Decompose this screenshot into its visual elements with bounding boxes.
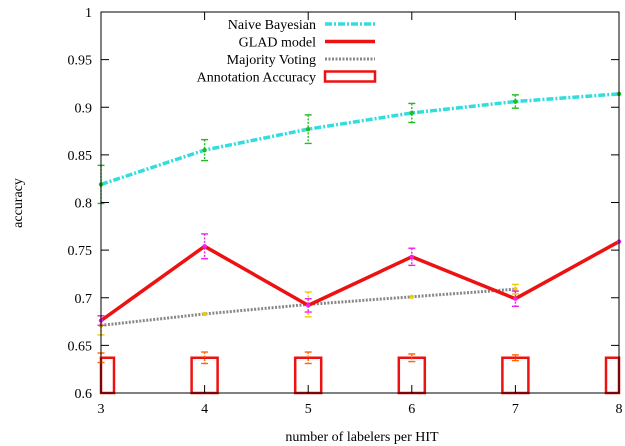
data-point: [513, 286, 518, 292]
x-tick-label: 6: [408, 402, 415, 417]
y-tick-label: 0.65: [68, 339, 93, 354]
series-line: [99, 240, 620, 323]
series-line: [100, 92, 620, 187]
data-point: [409, 294, 414, 299]
data-point: [409, 254, 414, 259]
y-tick-label: 0.9: [75, 101, 93, 116]
series-naive-bayesian: [97, 91, 622, 205]
legend-label: Naive Bayesian: [228, 18, 316, 33]
y-tick-label: 0.8: [75, 197, 93, 212]
legend-label: Majority Voting: [227, 53, 316, 68]
data-point: [202, 147, 207, 153]
data-point: [513, 99, 518, 104]
x-tick-label: 4: [201, 402, 208, 417]
y-axis-label: accuracy: [11, 178, 26, 228]
data-point: [202, 244, 207, 249]
axes: 0.6 0.65 0.7 0.75 0.8 0.85 0.9 0.95 1 3 4 5 6 7 8: [68, 6, 623, 417]
chart-marks: [97, 91, 622, 395]
x-tick-label: 7: [512, 402, 519, 417]
y-tick-label: 0.95: [68, 54, 93, 69]
x-tick-label: 8: [616, 402, 623, 417]
legend-swatch: [323, 70, 377, 83]
plot-frame: [100, 11, 620, 394]
y-tick-label: 0.7: [75, 292, 93, 307]
y-tick-label: 0.75: [68, 244, 93, 259]
y-tick-label: 1: [85, 6, 92, 21]
legend: Naive Bayesian GLAD model Majority Voting A…: [197, 18, 377, 86]
data-point: [306, 303, 311, 308]
y-tick-label: 0.6: [75, 387, 93, 402]
data-point: [513, 296, 518, 301]
y-tick-label: 0.85: [68, 149, 93, 164]
x-tick-label: 5: [305, 402, 312, 417]
data-point: [202, 311, 207, 317]
series-glad-model: [97, 233, 622, 327]
legend-label: GLAD model: [239, 36, 316, 51]
data-point: [409, 110, 414, 116]
legend-label: Annotation Accuracy: [197, 71, 316, 86]
x-axis-label: number of labelers per HIT: [285, 430, 439, 445]
x-tick-label: 3: [98, 402, 105, 417]
bar: [604, 356, 621, 395]
series-annotation-accuracy: [97, 351, 621, 395]
data-point: [306, 126, 311, 132]
